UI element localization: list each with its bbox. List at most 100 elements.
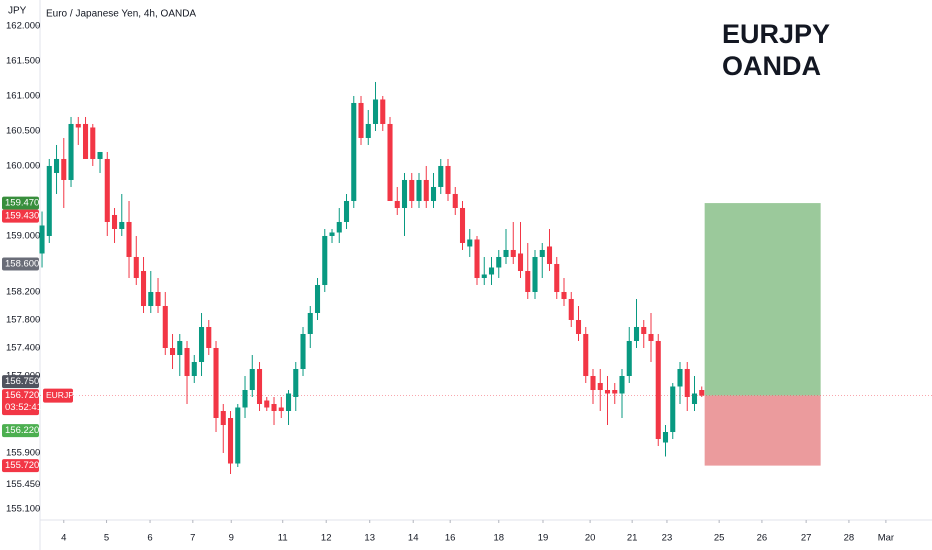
x-tick-label: 13	[364, 533, 375, 544]
symbol-box	[43, 388, 73, 403]
candle-body	[322, 235, 328, 285]
candle-body	[90, 127, 96, 159]
candle-body	[177, 340, 183, 355]
candle-body	[387, 123, 393, 201]
x-tick-label: 7	[190, 533, 195, 544]
price-label-box	[2, 196, 39, 210]
candle-body	[401, 179, 408, 208]
candle-body	[633, 326, 640, 341]
candle-body	[380, 99, 386, 124]
y-tick-label: 158.200	[6, 287, 40, 298]
candle-body	[510, 249, 516, 257]
price-label: 159.470	[5, 198, 39, 209]
x-tick-label: 9	[229, 533, 234, 544]
candle-body	[575, 319, 582, 334]
candle-body	[111, 214, 118, 229]
candle-body	[155, 291, 161, 306]
price-label-box	[2, 257, 39, 271]
candle-body	[517, 253, 524, 271]
candle-body	[242, 390, 248, 408]
candle-body	[169, 347, 176, 355]
candle-body	[459, 207, 466, 243]
price-label: 156.750	[5, 376, 39, 387]
y-tick-label: 160.500	[6, 125, 40, 136]
price-label-box	[2, 375, 39, 389]
candle-body	[452, 193, 458, 208]
y-tick-label: 155.100	[6, 504, 40, 515]
position-target	[704, 203, 821, 396]
x-tick-label: 5	[104, 533, 109, 544]
price-label: 159.430	[5, 211, 39, 222]
position-stop	[704, 395, 821, 466]
candle-body	[409, 179, 415, 201]
candle-body	[140, 270, 147, 306]
candle-body	[503, 249, 509, 257]
candle-body	[670, 386, 676, 433]
price-label-box	[2, 459, 39, 473]
candle-body	[365, 123, 371, 138]
candle-body	[677, 368, 683, 387]
candle-body	[68, 123, 74, 180]
candle-body	[467, 239, 473, 247]
candle-body	[97, 151, 103, 159]
y-tick-label: 162.000	[6, 20, 40, 31]
candle-body	[546, 246, 553, 264]
candle-body	[264, 400, 270, 408]
x-tick-label: 12	[321, 533, 332, 544]
candle-body	[394, 200, 400, 208]
candle-body	[358, 102, 364, 138]
candle-body	[691, 393, 698, 405]
price-label: 155.720	[5, 460, 39, 471]
x-tick-label: Mar	[878, 533, 894, 544]
candle-body	[590, 375, 596, 390]
candle-body	[525, 270, 531, 292]
candle-body	[126, 221, 132, 257]
candle-body	[336, 221, 342, 233]
x-tick-label: 14	[408, 533, 419, 544]
candle-body	[641, 326, 647, 334]
x-tick-label: 16	[445, 533, 456, 544]
candle-body	[532, 256, 538, 292]
candle-body	[285, 393, 292, 412]
currency: JPY	[8, 6, 27, 17]
candle-body	[619, 375, 625, 394]
watermark: OANDA	[722, 51, 821, 81]
candle-body	[191, 361, 197, 376]
candle-body	[61, 158, 67, 180]
candle-body	[597, 382, 603, 390]
candle-body	[220, 411, 226, 426]
candle-body	[53, 158, 60, 173]
candle-body	[488, 267, 495, 275]
last-price-box	[2, 389, 39, 416]
y-tick-label: 155.450	[6, 479, 40, 490]
chart-title: Euro / Japanese Yen, 4h, OANDA	[46, 9, 196, 20]
candle-body	[430, 186, 437, 201]
candle-body	[445, 165, 451, 194]
y-tick-label: 161.000	[6, 90, 40, 101]
candle-body	[213, 347, 219, 419]
candle-body	[293, 368, 299, 398]
candle-body	[133, 256, 139, 278]
candle-body	[496, 256, 502, 268]
candle-body	[329, 232, 335, 236]
candle-body	[626, 340, 632, 376]
candle-body	[655, 340, 661, 440]
candle-body	[307, 312, 313, 334]
candle-body	[198, 326, 205, 362]
candle-body	[271, 404, 277, 412]
watermark: EURJPY	[722, 19, 830, 49]
candle-body	[604, 390, 611, 394]
candle-body	[423, 179, 429, 201]
candle-body	[300, 333, 306, 369]
candle-body	[474, 239, 480, 278]
candle-body	[227, 418, 234, 464]
x-tick-label: 20	[585, 533, 596, 544]
y-tick-label: 161.500	[6, 55, 40, 66]
x-tick-label: 4	[61, 533, 66, 544]
price-label-box	[2, 424, 39, 438]
candle-body	[372, 99, 379, 124]
x-tick-label: 28	[844, 533, 855, 544]
x-tick-label: 21	[627, 533, 638, 544]
candle-body	[438, 165, 444, 187]
